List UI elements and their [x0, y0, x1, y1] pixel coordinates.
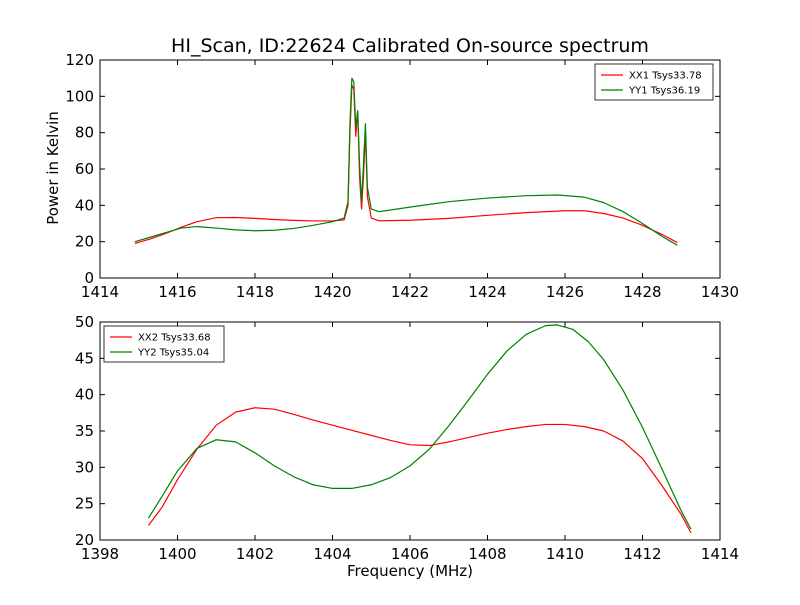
legend-label: XX2 Tsys33.68	[138, 333, 211, 344]
x-tick-label: 1418	[236, 283, 274, 301]
x-tick-label: 1414	[701, 545, 739, 563]
y-tick-label: 120	[65, 51, 94, 69]
legend-box	[594, 63, 714, 101]
x-tick-label: 1412	[623, 545, 661, 563]
y-tick-label: 50	[75, 313, 94, 331]
legend-bottom: XX2 Tsys33.68 YY2 Tsys35.04	[103, 325, 225, 363]
x-tick-label: 1404	[313, 545, 351, 563]
y-tick-label: 40	[75, 386, 94, 404]
x-tick-label: 1430	[701, 283, 739, 301]
legend-box	[103, 325, 225, 363]
chart-panel-top: 1414 1416 1418 1420 1422 1424 1426 1428 1430 0 20 4…	[65, 51, 739, 301]
y-tick-label: 25	[75, 495, 94, 513]
legend-top: XX1 Tsys33.78 YY1 Tsys36.19	[594, 63, 714, 101]
x-tick-label: 1416	[158, 283, 196, 301]
chart-title: HI_Scan, ID:22624 Calibrated On-source s…	[171, 35, 649, 57]
x-tick-label: 1428	[623, 283, 661, 301]
x-tick-label: 1424	[468, 283, 506, 301]
y-tick-label: 35	[75, 422, 94, 440]
y-tick-label: 20	[75, 531, 94, 549]
series-line-bottom-1	[147, 407, 692, 534]
x-tick-label: 1410	[546, 545, 584, 563]
x-tick-label: 1426	[546, 283, 584, 301]
series-line-bottom-2	[147, 324, 692, 530]
legend-label: YY2 Tsys35.04	[137, 348, 209, 359]
y-tick-label: 45	[75, 349, 94, 367]
y-tick-label: 40	[75, 196, 94, 214]
legend-label: YY1 Tsys36.19	[628, 86, 700, 97]
x-tick-label: 1408	[468, 545, 506, 563]
x-tick-label: 1398	[81, 545, 119, 563]
x-tick-label: 1400	[158, 545, 196, 563]
x-tick-label: 1422	[391, 283, 429, 301]
y-tick-label: 30	[75, 458, 94, 476]
y-tick-label: 20	[75, 233, 94, 251]
y-tick-label: 60	[75, 160, 94, 178]
series-line-top-2	[134, 77, 678, 246]
legend-label: XX1 Tsys33.78	[629, 71, 702, 82]
x-tick-label: 1406	[391, 545, 429, 563]
y-tick-label: 80	[75, 124, 94, 142]
x-axis-label: Frequency (MHz)	[347, 562, 473, 580]
x-tick-label: 1420	[313, 283, 351, 301]
x-tick-label: 1402	[236, 545, 274, 563]
x-tick-label: 1414	[81, 283, 119, 301]
y-axis-label: Power in Kelvin	[44, 111, 62, 225]
y-tick-label: 100	[65, 87, 94, 105]
chart-panel-bottom: 1398 1400 1402 1404 1406 1408 1410 1412 1414 20 25…	[75, 313, 739, 563]
y-tick-label: 0	[84, 269, 94, 287]
